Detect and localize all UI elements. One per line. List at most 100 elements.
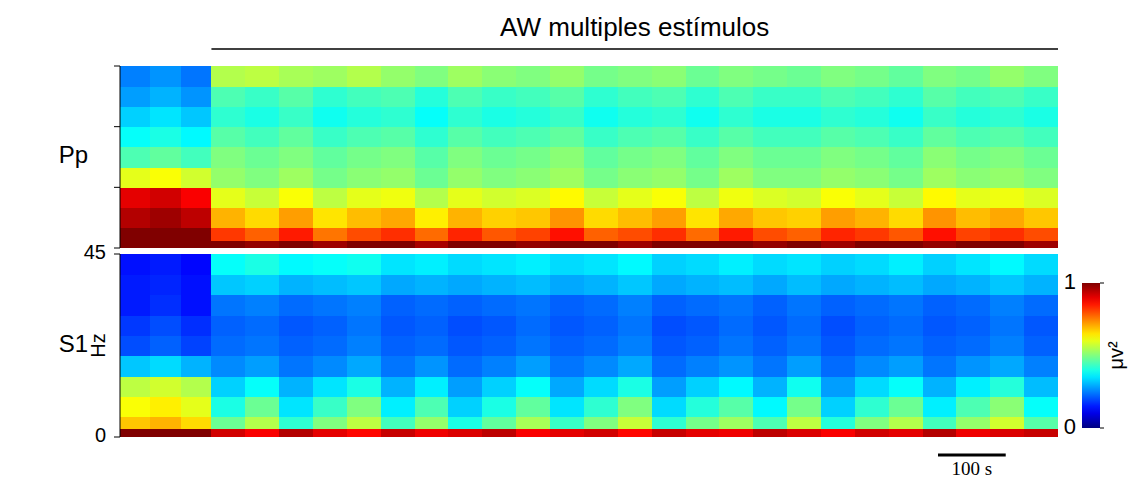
heatmap-cell: [347, 208, 381, 229]
heatmap-cell: [787, 167, 821, 188]
heatmap-cell: [448, 335, 482, 356]
heatmap-cell: [787, 86, 821, 107]
heatmap-cell: [686, 187, 720, 208]
heatmap-cell: [1024, 208, 1058, 229]
heatmap-cell: [821, 167, 855, 188]
heatmap-cell: [448, 127, 482, 148]
heatmap-cell: [150, 417, 181, 430]
heatmap-cell: [381, 106, 415, 127]
heatmap-cell: [686, 127, 720, 148]
heatmap-cell: [821, 208, 855, 229]
heatmap-cell: [516, 228, 550, 241]
heatmap-cell: [516, 127, 550, 148]
heatmap-cell: [381, 187, 415, 208]
heatmap-cell: [821, 417, 855, 430]
heatmap-cell: [516, 356, 550, 377]
heatmap-cell: [150, 106, 181, 127]
heatmap-cell: [956, 147, 990, 168]
heatmap-cell: [923, 240, 957, 248]
heatmap-cell: [550, 147, 584, 168]
heatmap-cell: [150, 376, 181, 397]
heatmap-cell: [516, 106, 550, 127]
heatmap-cell: [1024, 187, 1058, 208]
heatmap-cell: [1024, 295, 1058, 316]
heatmap-cell: [956, 86, 990, 107]
heatmap-cell: [686, 86, 720, 107]
y-axis: [120, 66, 121, 248]
heatmap-cell: [279, 376, 313, 397]
heatmap-cell: [956, 376, 990, 397]
heatmap-cell: [150, 240, 181, 248]
heatmap-cell: [313, 106, 347, 127]
heatmap-cell: [855, 254, 889, 275]
heatmap-cell: [1024, 127, 1058, 148]
heatmap-cell: [584, 66, 618, 87]
heatmap-cell: [448, 429, 482, 437]
heatmap-cell: [584, 167, 618, 188]
heatmap-cell: [1024, 147, 1058, 168]
heatmap-cell: [381, 127, 415, 148]
heatmap-cell: [347, 396, 381, 417]
heatmap-cell: [990, 106, 1024, 127]
heatmap-cell: [990, 376, 1024, 397]
heatmap-cell: [415, 86, 449, 107]
heatmap-cell: [181, 147, 212, 168]
heatmap-cell: [120, 376, 151, 397]
heatmap-cell: [923, 335, 957, 356]
heatmap-cell: [150, 335, 181, 356]
heatmap-cell: [381, 315, 415, 336]
heatmap-cell: [482, 106, 516, 127]
heatmap-cell: [313, 417, 347, 430]
heatmap-cell: [181, 376, 212, 397]
heatmap-cell: [618, 417, 652, 430]
heatmap-cell: [120, 240, 151, 248]
heatmap-cell: [956, 106, 990, 127]
heatmap-cell: [448, 86, 482, 107]
heatmap-cell: [990, 127, 1024, 148]
heatmap-cell: [347, 335, 381, 356]
heatmap-cell: [787, 208, 821, 229]
heatmap-cell: [787, 356, 821, 377]
heatmap-cell: [956, 167, 990, 188]
heatmap-cell: [279, 147, 313, 168]
heatmap-cell: [618, 274, 652, 295]
heatmap-cell: [448, 356, 482, 377]
heatmap-cell: [482, 254, 516, 275]
y-tick: [114, 254, 120, 255]
heatmap-cell: [821, 356, 855, 377]
heatmap-cell: [652, 396, 686, 417]
heatmap-cell: [120, 417, 151, 430]
heatmap-cell: [1024, 356, 1058, 377]
heatmap-cell: [787, 187, 821, 208]
heatmap-cell: [753, 147, 787, 168]
heatmap-cell: [652, 335, 686, 356]
heatmap-cell: [516, 335, 550, 356]
heatmap-cell: [347, 274, 381, 295]
heatmap-cell: [279, 187, 313, 208]
heatmap-cell: [618, 356, 652, 377]
heatmap-cell: [990, 315, 1024, 336]
heatmap-cell: [719, 86, 753, 107]
heatmap-cell: [120, 356, 151, 377]
heatmap-cell: [245, 208, 279, 229]
heatmap-cell: [482, 147, 516, 168]
heatmap-cell: [181, 254, 212, 275]
heatmap-cell: [719, 147, 753, 168]
heatmap-cell: [415, 254, 449, 275]
heatmap-cell: [347, 254, 381, 275]
heatmap-cell: [211, 208, 245, 229]
heatmap-cell: [618, 127, 652, 148]
heatmap-cell: [1024, 106, 1058, 127]
heatmap-cell: [719, 228, 753, 241]
heatmap-cell: [990, 147, 1024, 168]
heatmap-cell: [787, 417, 821, 430]
heatmap-cell: [618, 147, 652, 168]
heatmap-cell: [550, 167, 584, 188]
heatmap-cell: [652, 254, 686, 275]
heatmap-cell: [923, 167, 957, 188]
heatmap-cell: [855, 147, 889, 168]
heatmap-cell: [787, 376, 821, 397]
heatmap-cell: [150, 187, 181, 208]
heatmap-cell: [211, 127, 245, 148]
heatmap-cell: [181, 187, 212, 208]
